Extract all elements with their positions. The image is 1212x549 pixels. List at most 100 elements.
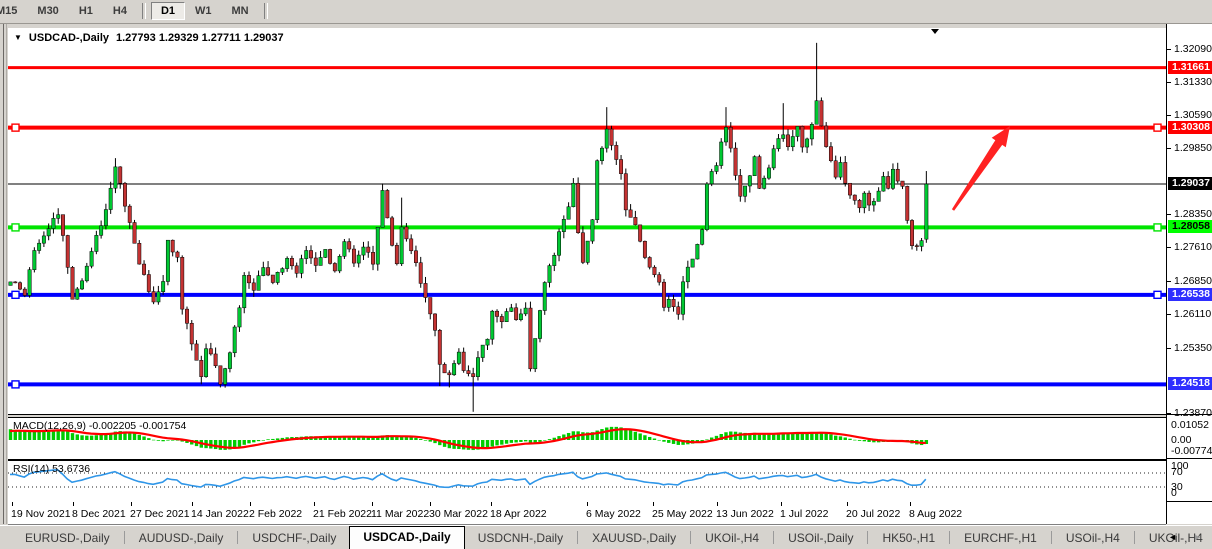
axis-pane-separator xyxy=(1167,414,1212,415)
price-tick-label: 1.26110 xyxy=(1174,307,1212,320)
tab-separator xyxy=(123,531,125,544)
rsi-scale-label: 100 xyxy=(1171,460,1189,472)
price-tick-label: 1.26850 xyxy=(1174,274,1212,287)
line-handle-1.24518-left[interactable] xyxy=(11,380,20,389)
macd-label: MACD(12,26,9) -0.002205 -0.001754 xyxy=(13,420,187,432)
date-label: 20 Jul 2022 xyxy=(846,508,901,520)
rsi-scale-label: 70 xyxy=(1171,466,1183,478)
symbol-tab-usoildaily[interactable]: USOil-,Daily xyxy=(788,531,854,545)
tab-separator xyxy=(577,531,579,544)
symbol-tab-eurusddaily[interactable]: EURUSD-,Daily xyxy=(25,531,110,545)
timeframe-button-m15[interactable]: M15 xyxy=(0,5,18,17)
chart-tabs: EURUSD-,Daily AUDUSD-,Daily USDCHF-,Daily U… xyxy=(12,526,1212,549)
window-left-edge xyxy=(3,24,4,524)
timeframe-toolbar: M15 M30 H1 H4 D1 W1 MN xyxy=(0,0,1212,24)
symbol-tab-usoilh4[interactable]: USOil-,H4 xyxy=(1065,531,1120,545)
macd-scale-label: 0.00 xyxy=(1171,434,1192,446)
line-handle-1.30308-right[interactable] xyxy=(1153,123,1162,132)
line-handle-1.26538-left[interactable] xyxy=(11,290,20,300)
date-tick xyxy=(250,502,251,506)
time-axis: 19 Nov 2021 8 Dec 2021 27 Dec 2021 14 Jan 2… xyxy=(8,502,1166,525)
price-tick-dash xyxy=(1167,347,1171,349)
tab-separator xyxy=(1133,531,1135,544)
symbol-tab-hk50h1[interactable]: HK50-,H1 xyxy=(882,531,936,545)
date-tick xyxy=(12,502,13,506)
date-label: 13 Jun 2022 xyxy=(716,508,774,520)
symbol-tab-xauusddaily[interactable]: XAUUSD-,Daily xyxy=(592,531,677,545)
line-handle-1.26538-right[interactable] xyxy=(1153,290,1162,300)
rsi-indicator xyxy=(8,468,1166,489)
timeframe-button-h1[interactable]: H1 xyxy=(78,5,93,17)
tab-separator xyxy=(867,531,869,544)
date-label: 6 May 2022 xyxy=(586,508,641,520)
date-tick xyxy=(372,502,373,506)
date-label: 19 Nov 2021 xyxy=(11,508,71,520)
price-tick-dash xyxy=(1167,48,1171,50)
price-tick-dash xyxy=(1167,313,1171,315)
chart-shift-marker-icon xyxy=(931,29,939,34)
tab-scroll-right-icon[interactable]: ► xyxy=(1193,532,1202,542)
tab-separator xyxy=(690,531,692,544)
macd-indicator xyxy=(8,426,929,451)
rsi-scale-label: 30 xyxy=(1171,481,1183,493)
symbol-tab-usdcaddaily[interactable]: USDCAD-,Daily xyxy=(349,526,465,549)
date-tick xyxy=(910,502,911,506)
symbol-tab-audusddaily[interactable]: AUDUSD-,Daily xyxy=(138,531,224,545)
price-tick-dash xyxy=(1167,413,1171,415)
price-tick-dash xyxy=(1167,214,1171,216)
tab-separator xyxy=(237,531,239,544)
rsi-scale-label: 0 xyxy=(1171,487,1177,499)
date-label: 18 Apr 2022 xyxy=(490,508,547,520)
date-tick xyxy=(192,502,193,506)
date-label: 25 May 2022 xyxy=(652,508,713,520)
date-label: 27 Dec 2021 xyxy=(130,508,190,520)
price-tick-dash xyxy=(1167,147,1171,149)
date-tick xyxy=(430,502,431,506)
tab-separator xyxy=(1050,531,1052,544)
price-tick-dash xyxy=(1167,280,1171,282)
line-handle-1.28058-left[interactable] xyxy=(11,223,20,232)
rsi-line xyxy=(10,468,927,489)
line-handle-1.28058-right[interactable] xyxy=(1153,223,1162,232)
date-tick xyxy=(847,502,848,506)
tab-scroll-arrows: ◄ ► xyxy=(1168,532,1202,542)
symbol-tab-usdchfdaily[interactable]: USDCHF-,Daily xyxy=(252,531,337,545)
price-tick-label: 1.28350 xyxy=(1174,208,1212,221)
macd-pane: MACD(12,26,9) -0.002205 -0.001754 xyxy=(8,417,1166,460)
date-tick xyxy=(653,502,654,506)
date-label: 30 Mar 2022 xyxy=(429,508,488,520)
symbol-tab-usdcnhdaily[interactable]: USDCNH-,Daily xyxy=(477,531,564,545)
symbol-tab-eurchfh1[interactable]: EURCHF-,H1 xyxy=(964,531,1037,545)
date-tick xyxy=(587,502,588,506)
date-label: 14 Jan 2022 xyxy=(191,508,249,520)
date-tick xyxy=(131,502,132,506)
timeframe-buttons: M15 M30 H1 H4 D1 W1 MN xyxy=(0,0,1212,22)
price-tick-label: 1.32090 xyxy=(1174,42,1212,55)
timeframe-button-h4[interactable]: H4 xyxy=(112,5,127,17)
window-left-edge-highlight xyxy=(6,24,7,524)
symbol-tab-ukoilh4[interactable]: UKOil-,H4 xyxy=(705,531,760,545)
date-tick xyxy=(73,502,74,506)
timeframe-button-w1[interactable]: W1 xyxy=(195,5,212,17)
chart-ohlc-values: 1.27793 1.29329 1.27711 1.29037 xyxy=(116,32,284,44)
trend-arrow-annotation[interactable] xyxy=(951,126,1010,211)
candlestick-chart xyxy=(8,29,1166,412)
price-axis: 1.32090 1.31330 1.30590 1.29850 1.28350 1.276… xyxy=(1166,24,1212,524)
tab-separator xyxy=(773,531,775,544)
price-tick-label: 1.27610 xyxy=(1174,241,1212,254)
date-label: 2 Feb 2022 xyxy=(249,508,303,520)
price-tick-dash xyxy=(1167,82,1171,84)
date-label: 21 Feb 2022 xyxy=(313,508,372,520)
timeframe-button-d1[interactable]: D1 xyxy=(150,2,185,20)
date-tick xyxy=(491,502,492,506)
line-handle-1.30308-left[interactable] xyxy=(11,123,20,132)
macd-scale-label: -0.007744 xyxy=(1171,445,1212,457)
timeframe-button-mn[interactable]: MN xyxy=(231,5,249,17)
timeframe-button-m30[interactable]: M30 xyxy=(37,5,59,17)
tab-separator xyxy=(949,531,951,544)
symbol-tab-ukoilh4[interactable]: UKOil-,H4 xyxy=(1148,531,1203,545)
date-label: 1 Jul 2022 xyxy=(780,508,829,520)
tab-scroll-left-icon[interactable]: ◄ xyxy=(1168,532,1178,542)
axis-pane-separator xyxy=(1167,501,1212,502)
